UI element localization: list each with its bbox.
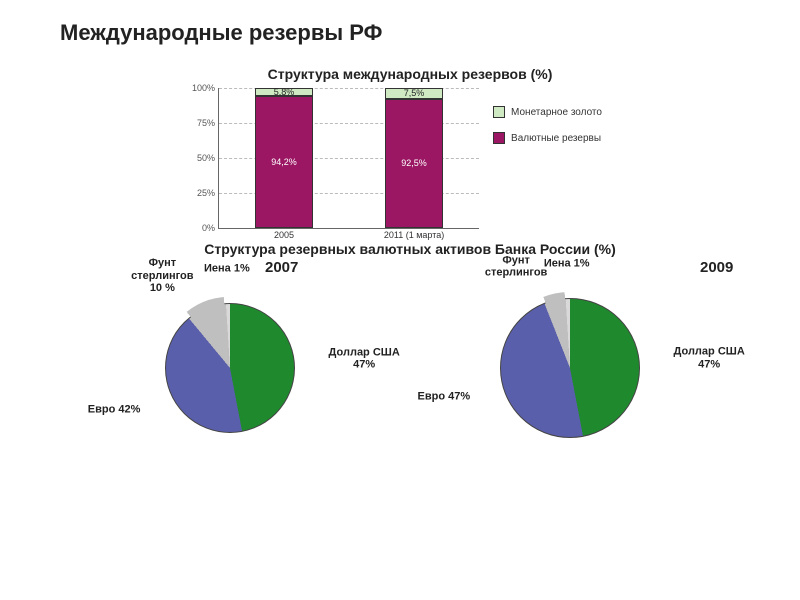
bar-segment: 7,5%: [385, 88, 442, 99]
main-title: Международные резервы РФ: [60, 20, 770, 46]
bar-legend: Монетарное золото Валютные резервы: [493, 106, 602, 158]
page: Международные резервы РФ Структура между…: [0, 0, 800, 600]
legend-item: Монетарное золото: [493, 106, 602, 118]
bar-segment: 5,8%: [255, 88, 312, 96]
pie-label: Евро 42%: [88, 404, 141, 417]
bar-chart: 0%25%50%75%100%94,2%5,8%200592,5%7,5%201…: [218, 88, 479, 229]
pie-2007: 2007Доллар США47%Евро 42%Фунтстерлингов1…: [60, 263, 400, 463]
pie-label: Доллар США47%: [674, 346, 745, 371]
pie-label: Иена 1%: [544, 258, 590, 271]
ytick: 75%: [181, 118, 215, 128]
bar-chart-block: 0%25%50%75%100%94,2%5,8%200592,5%7,5%201…: [50, 88, 770, 229]
pie-label: Евро 47%: [418, 391, 471, 404]
pie-label: Фунтстерлингов: [485, 254, 547, 279]
legend-item: Валютные резервы: [493, 132, 602, 144]
pie-slice-pulled: [499, 292, 639, 432]
pie-label: Доллар США47%: [329, 346, 400, 371]
pie-year: 2007: [265, 259, 298, 276]
legend-swatch: [493, 132, 505, 144]
pie-year: 2009: [700, 259, 733, 276]
legend-swatch: [493, 106, 505, 118]
legend-label: Валютные резервы: [511, 133, 601, 144]
pie-slice-pulled: [163, 297, 293, 427]
xtick: 2011 (1 марта): [369, 228, 459, 240]
pie-label: Фунтстерлингов10 %: [131, 257, 193, 295]
bar-segment: 94,2%: [255, 96, 312, 228]
ytick: 50%: [181, 153, 215, 163]
legend-label: Монетарное золото: [511, 107, 602, 118]
xtick: 2005: [239, 228, 329, 240]
pie-subtitle: Структура резервных валютных активов Бан…: [50, 241, 770, 257]
ytick: 0%: [181, 223, 215, 233]
bar: 92,5%7,5%: [385, 88, 442, 228]
pie-label: Иена 1%: [204, 263, 250, 276]
ytick: 100%: [181, 83, 215, 93]
ytick: 25%: [181, 188, 215, 198]
bar-segment: 92,5%: [385, 99, 442, 229]
pies-row: 2007Доллар США47%Евро 42%Фунтстерлингов1…: [50, 263, 770, 463]
pie-2009: 2009Доллар США47%Евро 47%ФунтстерлинговИ…: [420, 263, 760, 463]
bar-subtitle: Структура международных резервов (%): [50, 66, 770, 82]
bar: 94,2%5,8%: [255, 88, 312, 228]
